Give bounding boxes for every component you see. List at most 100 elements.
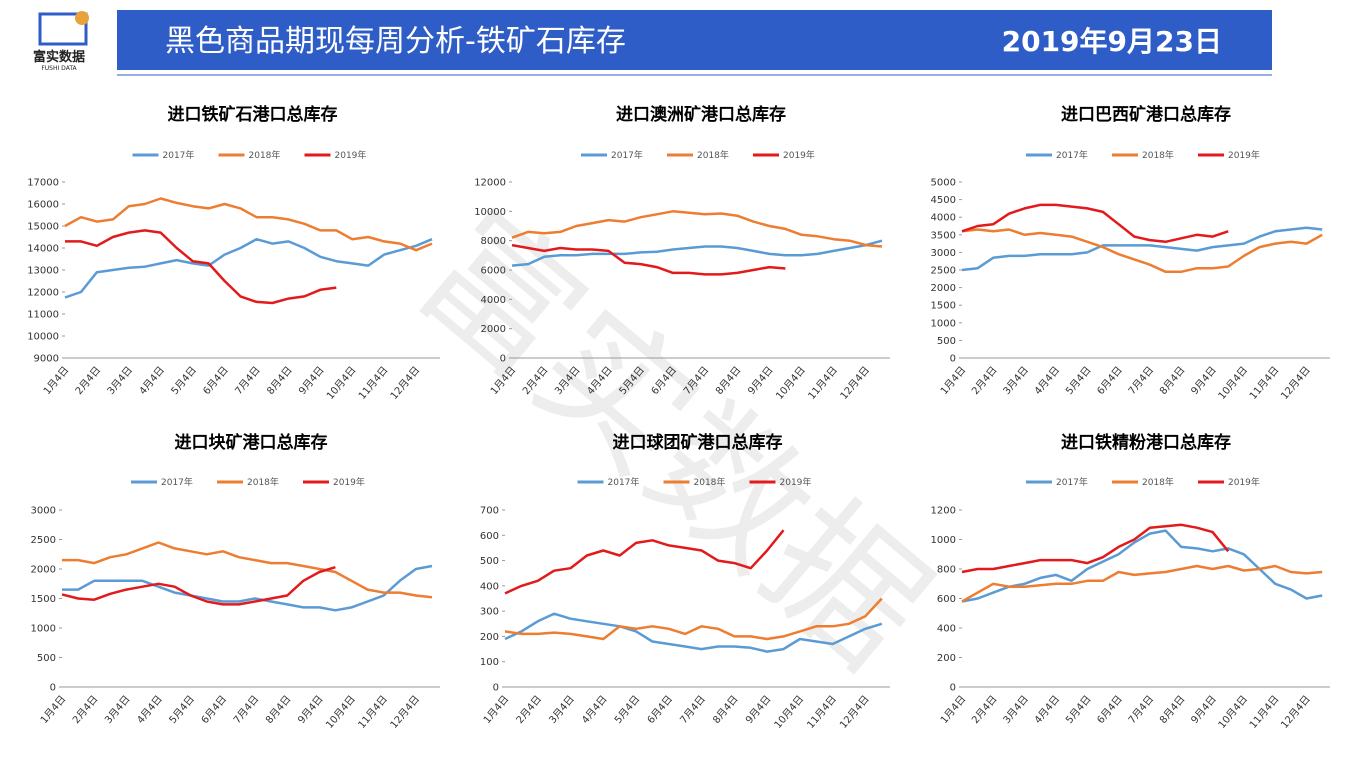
header-date: 2019年9月23日 xyxy=(1002,25,1222,58)
y-tick-label: 5000 xyxy=(931,178,956,189)
y-tick-label: 10000 xyxy=(474,207,506,218)
x-tick-label: 10月4日 xyxy=(1216,364,1250,402)
y-tick-label: 1000 xyxy=(31,624,56,635)
x-tick-label: 9月4日 xyxy=(743,693,773,726)
y-tick-label: 100 xyxy=(480,657,499,668)
x-tick-label: 8月4日 xyxy=(710,693,740,726)
y-tick-label: 12000 xyxy=(27,288,59,299)
x-tick-label: 8月4日 xyxy=(263,693,293,726)
x-tick-label: 7月4日 xyxy=(231,693,261,726)
series-line xyxy=(961,523,1230,574)
logo-subtext: FUSHI DATA xyxy=(41,65,77,72)
series-line xyxy=(961,226,1323,272)
logo-dot xyxy=(75,11,89,25)
series-line xyxy=(64,197,433,252)
x-tick-label: 6月4日 xyxy=(1095,364,1125,397)
y-tick-label: 2000 xyxy=(31,565,56,576)
x-tick-label: 5月4日 xyxy=(612,693,642,726)
y-tick-label: 0 xyxy=(50,683,56,694)
y-tick-label: 4000 xyxy=(931,213,956,224)
series-line xyxy=(511,243,786,276)
x-tick-label: 4月4日 xyxy=(135,693,165,726)
y-tick-label: 1000 xyxy=(931,318,956,329)
x-tick-label: 11月4日 xyxy=(1247,364,1281,402)
y-tick-label: 2000 xyxy=(931,283,956,294)
x-tick-label: 6月4日 xyxy=(201,364,231,397)
x-tick-label: 8月4日 xyxy=(1157,364,1187,397)
legend-label: 2017年 xyxy=(161,476,193,488)
y-tick-label: 400 xyxy=(937,624,956,635)
x-tick-label: 4月4日 xyxy=(1032,693,1062,726)
y-tick-label: 16000 xyxy=(27,200,59,211)
y-tick-label: 0 xyxy=(950,354,956,365)
x-tick-label: 3月4日 xyxy=(1001,693,1031,726)
y-tick-label: 0 xyxy=(493,683,499,694)
legend-label: 2019年 xyxy=(780,476,812,488)
series-line xyxy=(511,239,883,267)
x-tick-label: 10月4日 xyxy=(774,364,808,402)
x-tick-label: 10月4日 xyxy=(324,693,358,731)
legend-label: 2017年 xyxy=(1056,476,1088,488)
y-tick-label: 400 xyxy=(480,581,499,592)
series-line xyxy=(504,597,883,641)
y-tick-label: 500 xyxy=(480,556,499,567)
x-tick-label: 9月4日 xyxy=(1189,364,1219,397)
x-tick-label: 5月4日 xyxy=(1063,693,1093,726)
x-tick-label: 6月4日 xyxy=(199,693,229,726)
x-tick-label: 11月4日 xyxy=(805,693,839,731)
series-line xyxy=(61,566,336,606)
y-tick-label: 1200 xyxy=(931,506,956,517)
x-tick-label: 10月4日 xyxy=(324,364,358,402)
legend-label: 2019年 xyxy=(1228,476,1260,488)
series-line xyxy=(62,564,433,612)
chart-title: 进口块矿港口总库存 xyxy=(175,432,328,453)
header-title: 黑色商品期现每周分析-铁矿石库存 xyxy=(165,24,626,59)
x-tick-label: 1月4日 xyxy=(938,693,968,726)
x-tick-label: 12月4日 xyxy=(388,693,422,731)
y-tick-label: 1000 xyxy=(931,535,956,546)
legend-label: 2017年 xyxy=(608,476,640,488)
x-tick-label: 2月4日 xyxy=(514,693,544,726)
x-tick-label: 7月4日 xyxy=(233,364,263,397)
y-tick-label: 700 xyxy=(480,506,499,517)
y-tick-label: 9000 xyxy=(34,354,59,365)
y-tick-label: 0 xyxy=(500,354,506,365)
logo-icon xyxy=(38,12,88,46)
y-tick-label: 800 xyxy=(937,565,956,576)
y-tick-label: 4000 xyxy=(481,295,506,306)
y-tick-label: 500 xyxy=(937,336,956,347)
chart-title: 进口铁精粉港口总库存 xyxy=(1061,432,1231,453)
x-tick-label: 1月4日 xyxy=(938,364,968,397)
series-line xyxy=(504,529,785,595)
x-tick-label: 9月4日 xyxy=(745,364,775,397)
series-line xyxy=(961,203,1229,244)
y-tick-label: 3500 xyxy=(931,230,956,241)
x-tick-label: 9月4日 xyxy=(1189,693,1219,726)
x-tick-label: 6月4日 xyxy=(1095,693,1125,726)
x-tick-label: 11月4日 xyxy=(806,364,840,402)
y-tick-label: 6000 xyxy=(481,266,506,277)
y-tick-label: 4500 xyxy=(931,195,956,206)
x-tick-label: 8月4日 xyxy=(1157,693,1187,726)
y-tick-label: 2000 xyxy=(481,324,506,335)
x-tick-label: 7月4日 xyxy=(1126,693,1156,726)
x-tick-label: 12月4日 xyxy=(837,693,871,731)
y-tick-label: 200 xyxy=(480,632,499,643)
x-tick-label: 10月4日 xyxy=(1216,693,1250,731)
legend-label: 2017年 xyxy=(163,149,195,161)
y-tick-label: 600 xyxy=(480,531,499,542)
y-tick-label: 3000 xyxy=(31,506,56,517)
x-tick-label: 12月4日 xyxy=(1278,364,1312,402)
legend-label: 2017年 xyxy=(611,149,643,161)
chart-title: 进口铁矿石港口总库存 xyxy=(168,104,338,125)
legend-label: 2018年 xyxy=(697,149,729,161)
x-tick-label: 1月4日 xyxy=(481,693,511,726)
y-tick-label: 11000 xyxy=(27,310,59,321)
x-tick-label: 5月4日 xyxy=(167,693,197,726)
x-tick-label: 3月4日 xyxy=(547,693,577,726)
series-line xyxy=(62,541,433,599)
legend-label: 2018年 xyxy=(249,149,281,161)
y-tick-label: 1500 xyxy=(931,301,956,312)
y-tick-label: 17000 xyxy=(27,178,59,189)
x-tick-label: 2月4日 xyxy=(70,693,100,726)
